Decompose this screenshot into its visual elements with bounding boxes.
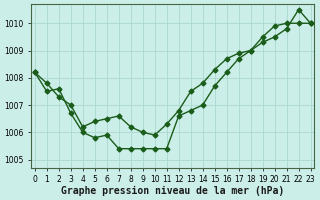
X-axis label: Graphe pression niveau de la mer (hPa): Graphe pression niveau de la mer (hPa): [61, 186, 284, 196]
